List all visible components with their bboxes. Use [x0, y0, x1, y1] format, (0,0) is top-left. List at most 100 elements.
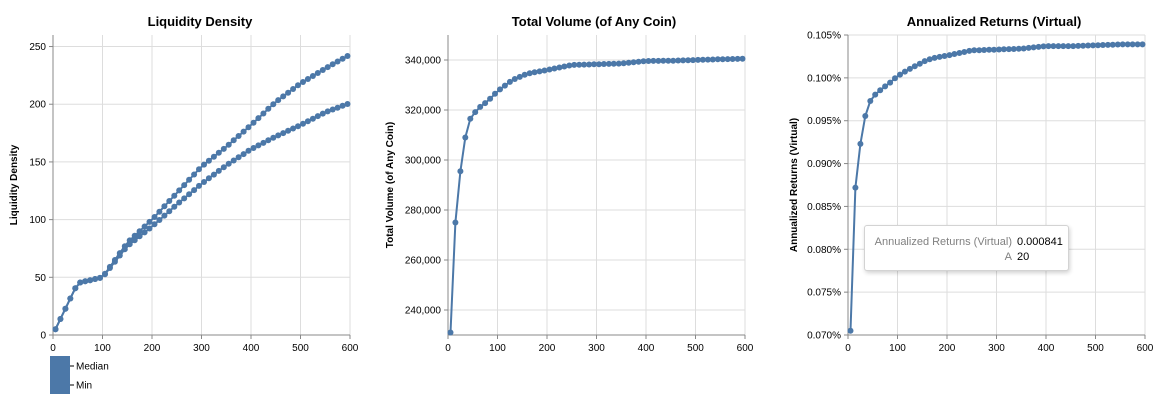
liquidity-density-median-point[interactable] — [201, 161, 207, 168]
liquidity-density-min-point[interactable] — [67, 295, 74, 302]
liquidity-density-median-point[interactable] — [176, 187, 183, 194]
liquidity-density-median-point[interactable] — [220, 145, 227, 152]
liquidity-density-min-point[interactable] — [215, 167, 222, 174]
annualized-returns-series-point[interactable] — [906, 65, 913, 72]
total-volume-series-point[interactable] — [729, 56, 736, 62]
total-volume-series-point[interactable] — [734, 55, 741, 62]
liquidity-density-median-point[interactable] — [151, 214, 158, 220]
total-volume-series-point[interactable] — [492, 90, 498, 97]
liquidity-density-min-point[interactable] — [131, 237, 138, 244]
annualized-returns-series-point[interactable] — [862, 113, 869, 119]
total-volume-series-point[interactable] — [536, 68, 543, 75]
liquidity-density-median-point[interactable] — [265, 105, 272, 112]
annualized-returns-series-point[interactable] — [1095, 42, 1101, 49]
liquidity-density-median-point[interactable] — [171, 192, 178, 199]
total-volume-series-point[interactable] — [462, 134, 469, 141]
annualized-returns-series-point[interactable] — [1070, 43, 1077, 50]
total-volume-series-point[interactable] — [600, 61, 607, 67]
liquidity-density-min-point[interactable] — [324, 108, 331, 115]
annualized-returns-series-point[interactable] — [892, 75, 898, 82]
liquidity-density-min-point[interactable] — [245, 147, 252, 154]
total-volume-series-point[interactable] — [586, 61, 593, 68]
annualized-returns-series-point[interactable] — [931, 54, 938, 61]
liquidity-density-median-point[interactable] — [245, 124, 252, 131]
total-volume-series-point[interactable] — [605, 60, 612, 67]
liquidity-density-min-point[interactable] — [225, 160, 232, 167]
liquidity-density-median-point[interactable] — [131, 232, 138, 239]
total-volume-series-point[interactable] — [501, 82, 508, 89]
liquidity-density-min-point[interactable] — [220, 164, 227, 171]
annualized-returns-series-point[interactable] — [991, 46, 997, 53]
liquidity-density-min-point[interactable] — [230, 157, 237, 164]
liquidity-density-min-point[interactable] — [121, 246, 128, 253]
liquidity-density-median-point[interactable] — [210, 153, 217, 160]
liquidity-density-min-point[interactable] — [270, 134, 277, 141]
total-volume-series-point[interactable] — [506, 78, 513, 85]
liquidity-density-median-point[interactable] — [339, 55, 346, 62]
total-volume-series-point[interactable] — [660, 57, 667, 64]
liquidity-density-min-point[interactable] — [265, 137, 272, 144]
annualized-returns-series-point[interactable] — [926, 56, 933, 63]
liquidity-density-min-point[interactable] — [285, 127, 292, 134]
annualized-returns-series-point[interactable] — [1045, 43, 1052, 50]
liquidity-density-min-point[interactable] — [319, 110, 326, 117]
annualized-returns-series-point[interactable] — [1134, 41, 1141, 48]
annualized-returns-series-point[interactable] — [1005, 46, 1012, 53]
total-volume-series-point[interactable] — [690, 57, 696, 64]
liquidity-density-median-point[interactable] — [186, 176, 193, 183]
annualized-returns-series-point[interactable] — [981, 47, 988, 53]
liquidity-density-min-point[interactable] — [240, 151, 247, 158]
annualized-returns-series-point[interactable] — [1090, 42, 1096, 49]
liquidity-density-median-point[interactable] — [280, 93, 287, 100]
liquidity-density-min-point[interactable] — [290, 125, 297, 132]
total-volume-series-point[interactable] — [620, 60, 627, 67]
total-volume-series-point[interactable] — [497, 86, 503, 93]
liquidity-density-median-point[interactable] — [156, 208, 163, 215]
total-volume-series-point[interactable] — [452, 219, 459, 226]
liquidity-density-median-point[interactable] — [181, 182, 188, 189]
annualized-returns-series-point[interactable] — [1000, 46, 1007, 53]
annualized-returns-series-point[interactable] — [936, 53, 943, 60]
liquidity-density-median-point[interactable] — [290, 86, 297, 92]
liquidity-density-median-point[interactable] — [270, 101, 277, 108]
annualized-returns-series-point[interactable] — [1139, 41, 1146, 48]
liquidity-density-median-point[interactable] — [285, 89, 292, 96]
liquidity-density-min-point[interactable] — [171, 203, 178, 210]
liquidity-density-min-point[interactable] — [146, 225, 153, 232]
annualized-returns-series-point[interactable] — [872, 91, 879, 98]
annualized-returns-series-point[interactable] — [921, 58, 928, 65]
liquidity-density-min-point[interactable] — [62, 305, 69, 312]
total-volume-series-point[interactable] — [571, 61, 578, 68]
annualized-returns-series-point[interactable] — [1030, 44, 1037, 51]
annualized-returns-series-point[interactable] — [1065, 43, 1072, 50]
liquidity-density-median-point[interactable] — [319, 67, 326, 73]
annualized-returns-series-point[interactable] — [1035, 43, 1042, 50]
liquidity-density-min-point[interactable] — [87, 277, 94, 284]
total-volume-series-point[interactable] — [472, 109, 479, 116]
liquidity-density-min-point[interactable] — [196, 182, 202, 189]
annualized-returns-series-point[interactable] — [1055, 43, 1062, 50]
annualized-returns-series-point[interactable] — [961, 49, 968, 55]
liquidity-density-median-point[interactable] — [141, 223, 148, 230]
liquidity-density-min-point[interactable] — [339, 102, 346, 109]
annualized-returns-series-point[interactable] — [946, 52, 953, 59]
liquidity-density-median-point[interactable] — [136, 228, 143, 235]
total-volume-series-point[interactable] — [680, 57, 687, 64]
liquidity-density-median-point[interactable] — [314, 70, 321, 76]
liquidity-density-min-point[interactable] — [111, 258, 118, 265]
total-volume-series-point[interactable] — [556, 64, 563, 71]
total-volume-series-point[interactable] — [467, 115, 474, 122]
liquidity-density-min-point[interactable] — [106, 265, 113, 271]
total-volume-series-point[interactable] — [615, 60, 622, 67]
liquidity-density-median-point[interactable] — [295, 82, 301, 89]
liquidity-density-min-point[interactable] — [97, 274, 103, 281]
total-volume-series-point[interactable] — [724, 56, 731, 63]
total-volume-series-point[interactable] — [482, 100, 489, 107]
annualized-returns-series-point[interactable] — [996, 46, 1002, 53]
annualized-returns-series-point[interactable] — [1060, 43, 1067, 50]
annualized-returns-series-point[interactable] — [1129, 41, 1136, 48]
total-volume-series-point[interactable] — [699, 56, 706, 63]
total-volume-series-point[interactable] — [695, 56, 701, 63]
annualized-returns-series-point[interactable] — [1010, 46, 1017, 52]
liquidity-density-min-point[interactable] — [72, 285, 79, 292]
